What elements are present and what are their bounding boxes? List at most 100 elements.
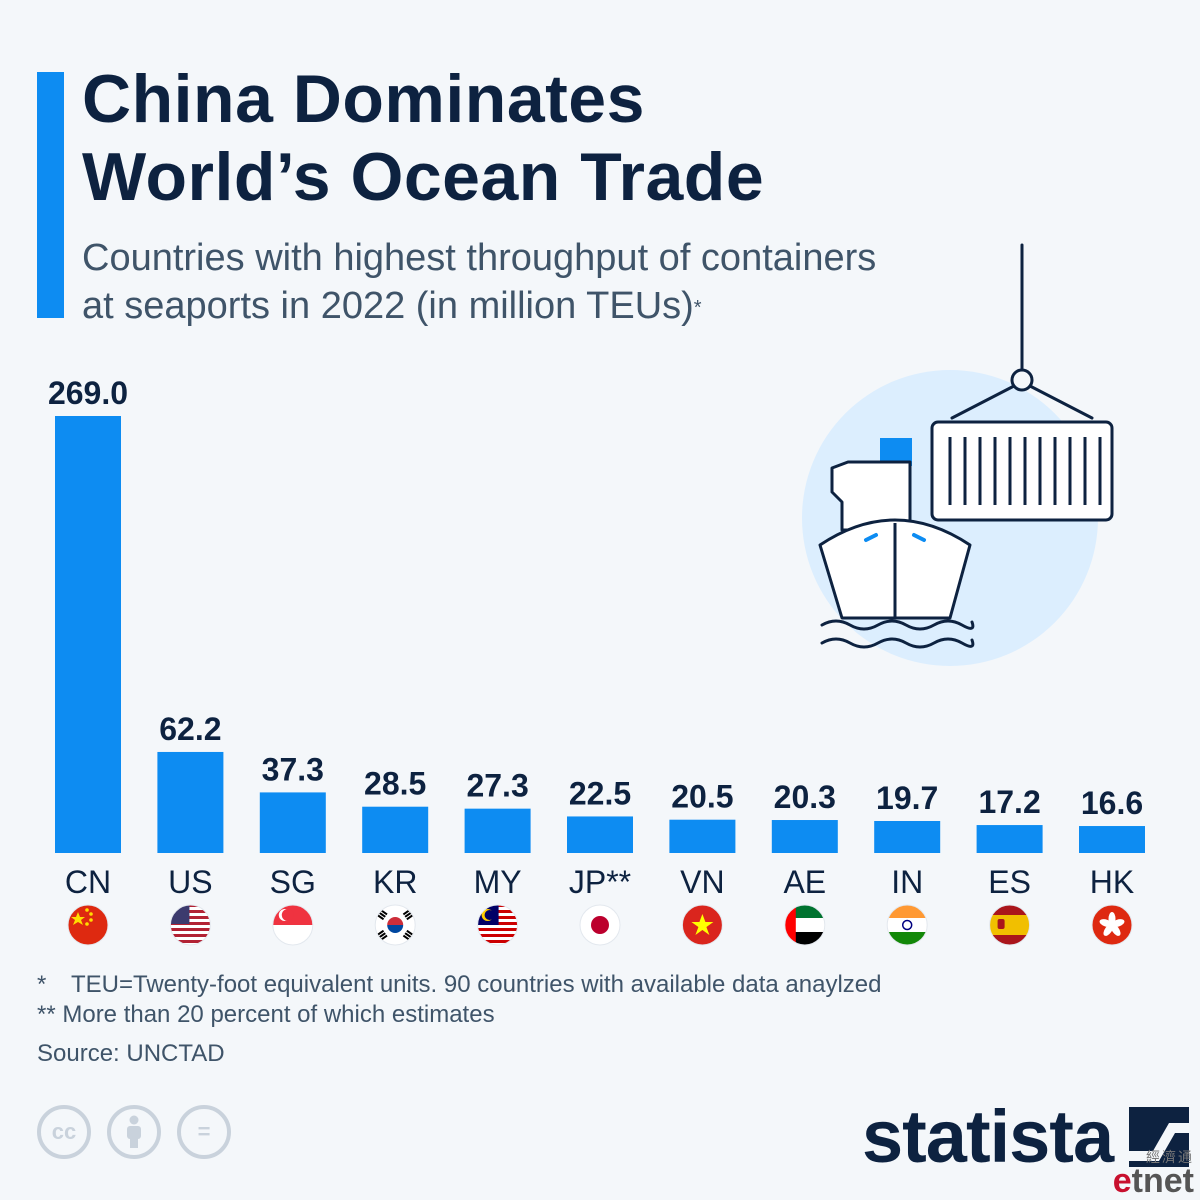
subtitle-line-1: Countries with highest throughput of con… [82,237,877,279]
container-ship-illustration [802,243,1114,666]
flag-outline [477,904,519,946]
flag-body [1092,905,1132,945]
value-label: 16.6 [1081,785,1143,821]
cc-icon[interactable]: cc [37,1105,91,1159]
footnote-1-text: TEU=Twenty-foot equivalent units. 90 cou… [71,971,882,998]
flag-small-star [85,922,89,926]
flag-body [989,905,1030,945]
bar-kr [362,806,429,853]
flag-body [272,905,313,945]
bar-es [976,825,1043,853]
flag-stripe [170,916,211,919]
watermark-rest: tnet [1131,1162,1194,1200]
category-label: CN [65,864,111,900]
japan-flag-icon [579,904,621,946]
category-label: VN [680,864,724,900]
value-label: 37.3 [262,751,324,787]
category-label: IN [891,864,923,900]
crane-hook [1010,368,1034,392]
category-label: US [168,864,212,900]
footnotes: * TEU=Twenty-foot equivalent units. 90 co… [37,970,881,1030]
flag-outline [374,904,416,946]
ship-porthole-left [864,533,878,542]
flag-stripe [170,934,211,937]
flag-outline [886,904,928,946]
flag-body [887,905,928,945]
flag-outline [169,904,211,946]
bar-ae [771,820,838,853]
source-text: Source: UNCTAD [37,1040,225,1067]
flag-small-star [85,908,89,912]
bar-vn [669,819,736,853]
flag-emblem [997,919,1005,929]
value-label: 19.7 [876,780,938,816]
no-derivatives-icon[interactable]: = [177,1105,231,1159]
footnote-1-mark: * [37,971,47,998]
singapore-flag-icon [272,904,314,946]
value-label: 22.5 [569,775,631,811]
china-flag-icon [67,904,109,946]
vietnam-flag-icon [681,904,723,946]
flag-body [580,905,620,945]
footnote-1: * TEU=Twenty-foot equivalent units. 90 co… [37,970,881,1000]
crane-sling-left [950,384,1016,420]
watermark-en: etnet [1113,1164,1194,1198]
category-label: JP** [569,864,631,900]
spain-flag-icon [989,904,1031,946]
category-label: ES [988,864,1031,900]
value-label: 269.0 [48,375,128,411]
flag-small-star [89,912,93,916]
flag-taeguk-red [387,917,404,925]
bar-my [464,808,531,853]
value-label: 28.5 [364,766,426,802]
person-icon [127,1115,141,1148]
title-line-1: China Dominates [82,61,645,137]
container-ribs [948,437,1102,505]
flag-stripe [170,905,211,907]
bar-in [874,820,941,853]
flag-stripe [170,928,211,931]
flag-body [784,905,825,945]
flag-outline [784,904,826,946]
category-label: SG [270,864,316,900]
flag-moon-cut [281,909,294,921]
brand-name: statista [862,1095,1114,1178]
flag-petal [1099,919,1114,928]
flag-yellow [989,915,1030,935]
title-accent-bar [37,72,64,318]
malaysia-flag-icon [477,904,519,946]
hong-kong-flag-icon [1091,904,1133,946]
bar-hk [1079,826,1145,853]
bar-sg [259,792,326,853]
statista-brand[interactable]: statista [862,1095,1190,1178]
chart-title: China Dominates World’s Ocean Trade [82,60,764,216]
flag-stripe [170,910,211,913]
category-label: KR [373,864,417,900]
flag-outline [681,904,723,946]
subtitle-line-2: at seaports in 2022 (in million TEUs) [82,285,694,327]
category-label: AE [783,864,826,900]
watermark-cn: 經濟通 [1146,1149,1194,1165]
value-label: 20.5 [671,779,733,815]
uae-flag-icon [784,904,826,946]
flag-crescent-cut [484,910,495,920]
usa-flag-icon [169,904,211,946]
flag-sun [591,916,609,934]
attribution-icon[interactable] [107,1105,161,1159]
category-label: MY [474,864,522,900]
flag-stripe [170,940,211,943]
flag-outline [272,904,314,946]
flag-outline [67,904,109,946]
flag-star [71,912,85,925]
flag-saffron [887,905,928,918]
flag-stripe [477,940,518,943]
flag-outline [1091,904,1133,946]
flag-body [477,905,518,945]
bar-chart: 269.0 CN 62.2 US 37.3 SG 28.5 KR 27.3 MY 22.5 JP** 2… [48,375,1145,946]
flag-red [784,905,796,945]
flag-outline [579,904,621,946]
flag-star [691,914,714,935]
value-label: 17.2 [978,784,1040,820]
flag-body [682,905,723,945]
flag-small-star [89,918,93,922]
